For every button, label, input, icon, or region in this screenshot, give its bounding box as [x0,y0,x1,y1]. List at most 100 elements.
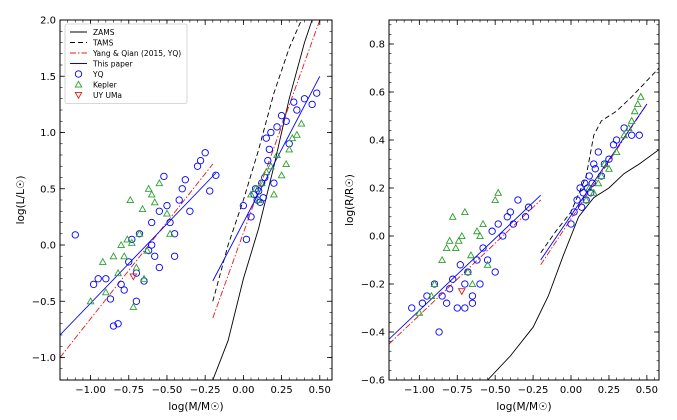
point-yq [473,256,481,264]
y-tick-label: 0.5 [40,184,56,195]
point-kepler [636,92,645,100]
x-tick-label: 0.50 [309,385,331,396]
plot-area [60,20,321,380]
x-tick-label: 0.00 [232,385,254,396]
point-kepler [98,257,107,265]
point-kepler [633,99,642,108]
point-kepler [624,123,633,132]
y-tick-label: −0.5 [32,297,56,308]
point-yq [567,220,575,228]
point-yq [609,141,618,149]
x-tick-label: −1.00 [404,385,435,396]
line-this-paper [540,103,648,261]
point-yq [488,227,496,235]
point-yq [267,128,275,137]
point-yq [453,304,461,312]
point-yq [581,179,589,187]
x-tick-label: −0.25 [518,385,549,396]
point-yq [109,322,118,330]
point-yq [151,252,159,260]
point-yq [148,241,156,249]
point-yq [449,275,457,283]
line-this-paper [212,76,321,282]
point-kepler [273,150,281,159]
point-kepler [262,167,271,175]
point-yq [438,292,446,300]
y-tick-label: −0.4 [361,328,385,339]
point-yq [186,207,194,215]
point-kepler [427,291,436,300]
legend-marker-swatch [74,91,83,100]
point-yq [117,280,125,289]
x-axis-label: log(M/M☉) [496,401,551,413]
point-kepler [288,133,297,142]
x-tick-label: −0.75 [442,385,473,396]
point-yq [509,220,518,228]
x-tick-label: 0.00 [560,385,582,396]
point-kepler [460,207,469,216]
point-kepler [473,227,481,235]
point-kepler [257,178,266,187]
x-axis-label: log(M/M☉) [168,401,223,413]
line-this-paper [60,172,217,336]
point-yq [446,285,454,293]
point-yq [239,201,248,210]
point-kepler [448,212,457,220]
point-yq [196,156,205,165]
legend-label: TAMS [92,38,114,47]
point-yq [461,280,469,288]
point-yq [491,268,499,276]
point-kepler [138,204,147,213]
point-yq [506,208,514,216]
point-kepler [630,107,639,115]
legend-label: This paper [92,59,133,68]
point-kepler [479,219,488,228]
point-kepler [282,159,291,168]
point-yq [418,299,427,307]
point-yq [89,280,98,289]
point-yq [591,165,599,173]
point-kepler [132,263,141,271]
x-tick-label: −1.00 [75,385,106,396]
y-tick-label: 0.6 [369,88,385,99]
point-kepler [269,190,278,198]
point-yq [461,304,469,312]
point-kepler [620,131,629,139]
point-yq [247,213,255,221]
y-tick-label: 0.0 [369,232,385,243]
point-yq [605,155,613,163]
legend-label: UY UMa [93,91,122,100]
legend-box [64,23,188,104]
point-kepler [466,251,475,259]
point-yq [265,145,273,154]
y-axis-label: log(L/L☉) [15,176,27,225]
point-yq [476,280,484,288]
point-kepler [247,190,255,198]
point-yq [468,299,477,307]
legend-label: Kepler [93,80,118,89]
point-yq [155,207,163,215]
point-yq [594,148,602,156]
point-kepler [86,297,95,305]
point-kepler [476,231,484,240]
y-tick-label: 0.0 [40,241,56,252]
point-uy-uma [457,288,466,296]
x-tick-label: −0.75 [113,385,144,396]
point-yq [132,269,141,277]
x-tick-label: −0.50 [152,385,183,396]
point-yq [94,275,102,283]
point-kepler [445,236,454,244]
point-yq [628,131,636,139]
point-yq [514,196,522,204]
legend-marker-swatch [74,70,83,78]
point-yq [148,218,156,227]
point-kepler [277,171,286,179]
point-yq [155,263,163,272]
y-axis-label: log(R/R☉) [344,174,356,226]
point-yq [71,231,79,239]
point-kepler [135,229,144,237]
y-tick-label: 0.2 [369,184,385,195]
point-yq [442,299,451,307]
point-kepler [594,179,603,187]
point-kepler [627,116,636,124]
